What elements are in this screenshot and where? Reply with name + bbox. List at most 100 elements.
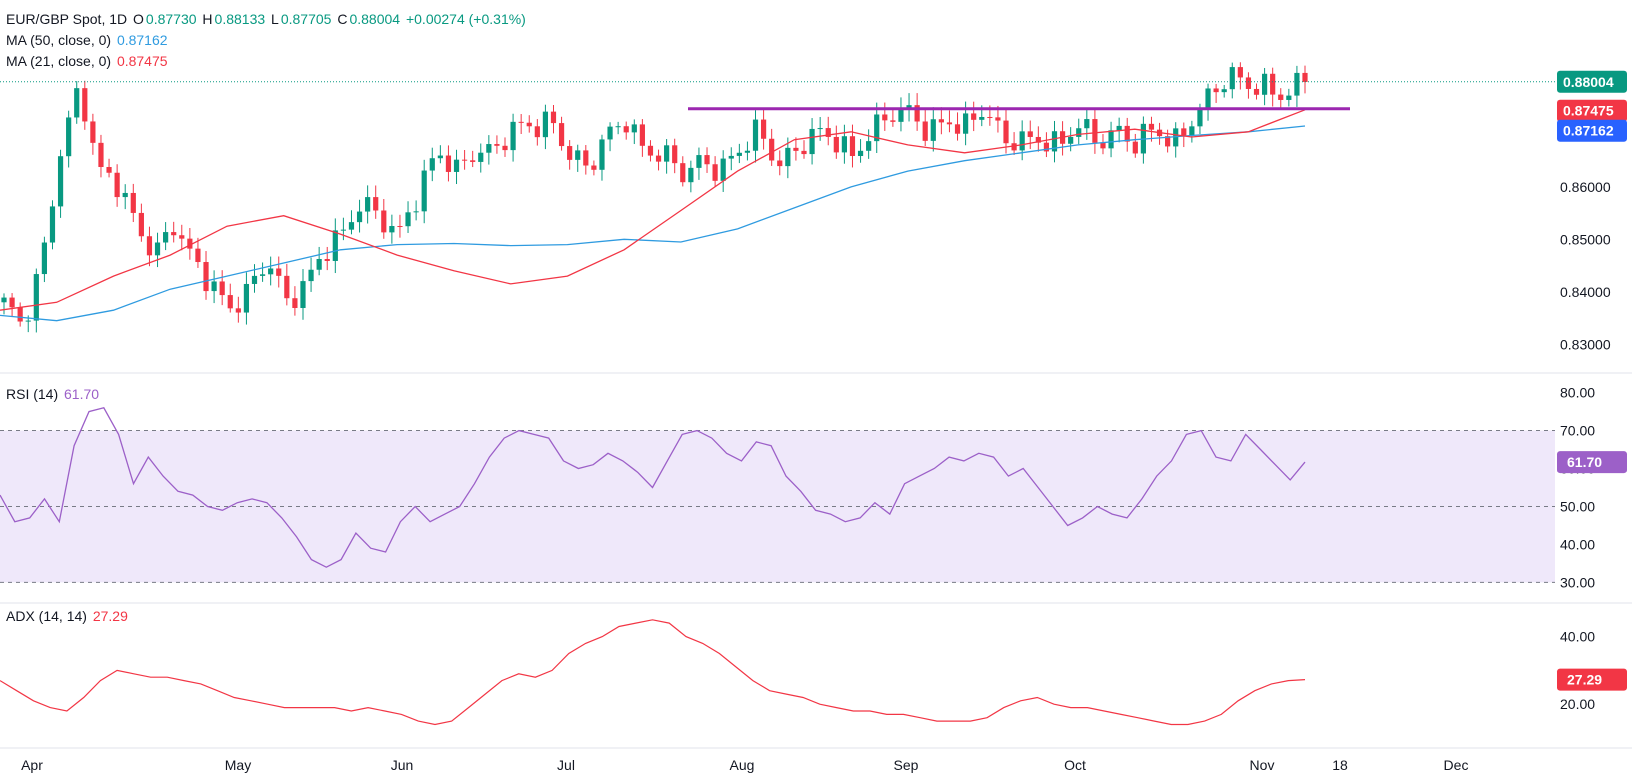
candle-body xyxy=(219,281,225,296)
candle-body xyxy=(550,111,557,124)
candle-body xyxy=(98,142,104,168)
candle-body xyxy=(615,126,621,128)
candle-body xyxy=(526,122,532,127)
candle-body xyxy=(639,124,645,146)
symbol-title: EUR/GBP Spot, 1D xyxy=(6,11,128,27)
candle-body xyxy=(340,229,346,231)
adx-value-tag: 27.29 xyxy=(1557,668,1627,691)
candle-body xyxy=(1084,119,1090,129)
rsi-tick-label: 40.00 xyxy=(1560,536,1595,552)
rsi-label: RSI (14) xyxy=(6,386,59,402)
ma21-label: MA (21, close, 0) xyxy=(6,53,112,69)
time-tick-label: Nov xyxy=(1250,757,1275,773)
candle-body xyxy=(647,145,654,156)
candle-body xyxy=(607,126,613,140)
candle-body xyxy=(486,144,492,153)
symbol-legend: EUR/GBP Spot, 1D O 0.87730 H 0.88133 L 0.87… xyxy=(6,11,528,27)
candle-body xyxy=(744,150,751,153)
low-value: 0.87705 xyxy=(280,11,332,27)
candle-body xyxy=(801,150,807,155)
candle-body xyxy=(922,121,928,141)
adx-legend: ADX (14, 14) 27.29 xyxy=(6,608,130,624)
candle-body xyxy=(179,235,185,239)
candle-body xyxy=(704,155,710,165)
candle-body xyxy=(874,114,880,142)
candle-body xyxy=(1011,143,1017,151)
last-price-tag: 0.88004 xyxy=(1557,70,1627,93)
time-tick-label: Dec xyxy=(1444,757,1469,773)
candle-body xyxy=(348,222,355,230)
candle-body xyxy=(397,226,403,228)
candle-body xyxy=(9,297,15,308)
candle-body xyxy=(122,192,128,198)
rsi-value-tag-bg xyxy=(1557,451,1627,474)
candle-body xyxy=(300,281,306,309)
candle-body xyxy=(1261,73,1268,95)
rsi-value: 61.70 xyxy=(64,386,100,402)
time-tick-label: Aug xyxy=(730,757,755,773)
rsi-tick-label: 80.00 xyxy=(1560,385,1595,401)
candle-body xyxy=(453,159,460,172)
candle-body xyxy=(1035,136,1041,143)
candle-body xyxy=(1092,119,1098,143)
candle-body xyxy=(752,119,759,151)
candle-body xyxy=(1213,88,1219,93)
time-tick-label: Jul xyxy=(557,757,575,773)
candle-body xyxy=(510,121,516,151)
time-tick-label: Sep xyxy=(894,757,919,773)
candle-body xyxy=(1253,88,1260,95)
ma50-price-tag-text: 0.87162 xyxy=(1563,123,1614,139)
adx-tick-label: 40.00 xyxy=(1560,629,1595,645)
candle-body xyxy=(825,128,831,137)
candle-body xyxy=(1051,131,1058,152)
candle-body xyxy=(1229,67,1235,90)
rsi-line xyxy=(0,407,1306,568)
candle-body xyxy=(1100,142,1106,149)
candle-body xyxy=(1124,125,1130,142)
candle-body xyxy=(163,232,169,243)
candle-body xyxy=(462,159,468,161)
candle-body xyxy=(413,211,419,213)
candle-body xyxy=(1068,136,1074,144)
price-tick-label: 0.85000 xyxy=(1560,231,1611,247)
last-price-tag-text: 0.88004 xyxy=(1563,74,1614,90)
candle-body xyxy=(1205,88,1211,109)
candle-body xyxy=(25,320,31,322)
candle-body xyxy=(502,145,508,151)
rsi-tick-label: 30.00 xyxy=(1560,574,1595,590)
time-tick-label: Oct xyxy=(1064,757,1086,773)
candle-body xyxy=(1043,142,1050,152)
candle-body xyxy=(583,150,589,166)
open-value: 0.87730 xyxy=(145,11,197,27)
candle-body xyxy=(171,232,177,236)
time-tick-label: Jun xyxy=(391,757,414,773)
change-value: +0.00274 (+0.31%) xyxy=(405,11,526,27)
candle-body xyxy=(276,268,282,276)
candle-body xyxy=(494,144,500,146)
candle-body xyxy=(421,170,427,212)
candle-body xyxy=(66,117,72,157)
candle-body xyxy=(429,158,435,171)
candle-body xyxy=(17,307,23,322)
candle-body xyxy=(1237,67,1243,78)
candle-body xyxy=(1148,123,1155,130)
ma50-price-tag-bg xyxy=(1557,119,1627,142)
candle-body xyxy=(631,124,637,133)
candle-body xyxy=(769,138,775,161)
ma21-value: 0.87475 xyxy=(116,53,168,69)
candle-body xyxy=(954,124,961,134)
candle-body xyxy=(655,155,662,162)
ma21-legend: MA (21, close, 0) 0.87475 xyxy=(6,53,170,69)
candle-body xyxy=(688,167,694,183)
candle-body xyxy=(195,248,201,263)
candle-body xyxy=(1003,120,1009,144)
candle-body xyxy=(235,308,241,313)
candle-body xyxy=(33,274,39,321)
ma21-price-tag: 0.87475 xyxy=(1557,99,1627,122)
candle-body xyxy=(890,120,896,122)
candle-body xyxy=(1076,128,1082,137)
candle-body xyxy=(987,116,993,118)
rsi-value-tag-text: 61.70 xyxy=(1567,454,1602,470)
candle-body xyxy=(1181,128,1187,136)
